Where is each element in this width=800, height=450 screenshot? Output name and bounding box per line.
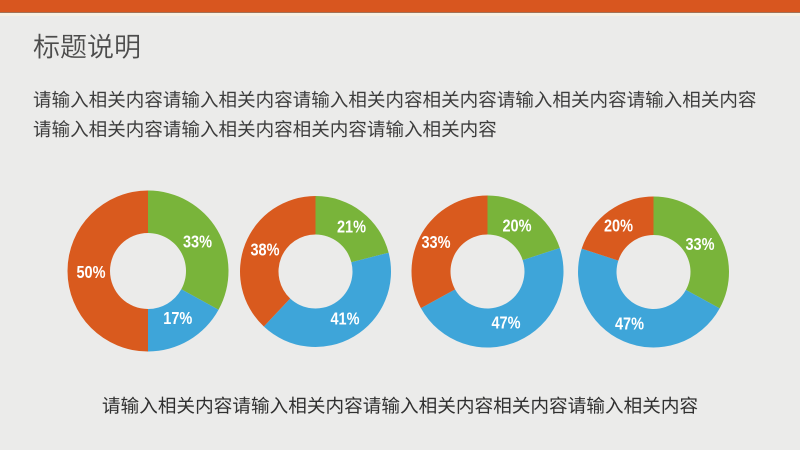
svg-text:20%: 20%	[604, 215, 633, 235]
svg-text:33%: 33%	[422, 232, 451, 252]
svg-text:47%: 47%	[492, 312, 521, 332]
svg-text:38%: 38%	[251, 239, 280, 259]
svg-text:33%: 33%	[686, 234, 715, 254]
svg-text:33%: 33%	[183, 231, 212, 251]
svg-text:20%: 20%	[503, 215, 532, 235]
svg-text:17%: 17%	[163, 308, 192, 328]
svg-text:47%: 47%	[615, 313, 644, 333]
svg-text:50%: 50%	[77, 262, 106, 282]
svg-text:21%: 21%	[337, 216, 366, 236]
svg-text:41%: 41%	[331, 308, 360, 328]
